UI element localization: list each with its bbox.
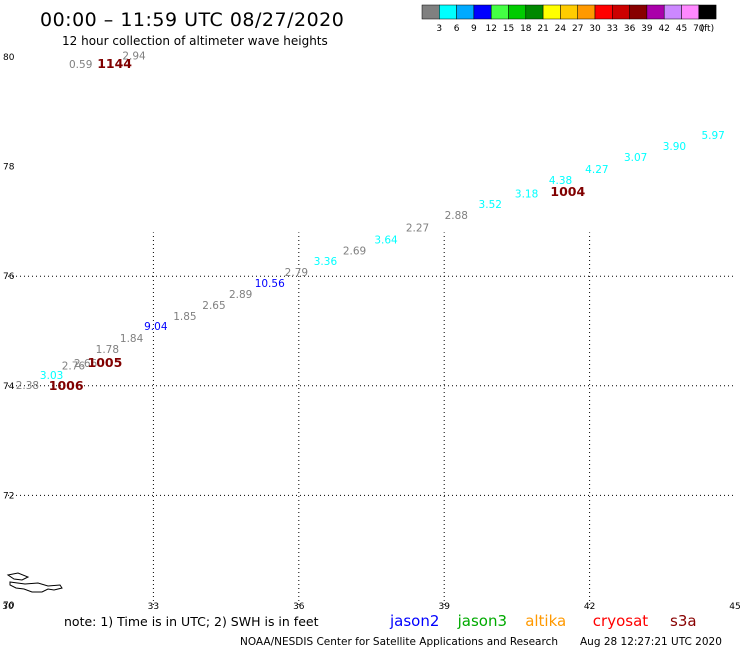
timestamp: Aug 28 12:27:21 UTC 2020: [580, 636, 722, 648]
page-title: 00:00 – 11:59 UTC 08/27/2020: [40, 9, 344, 31]
wave-height-label: 3.64: [374, 234, 398, 246]
legend-bin-label: 45: [676, 24, 687, 34]
pressure-label: 1144: [97, 56, 132, 71]
wave-height-label: 2.76: [62, 360, 86, 372]
latitude-tick: 74: [3, 382, 15, 392]
legend-swatch: [525, 4, 544, 20]
legend-bin-label: 12: [485, 24, 496, 34]
legend-bin-label: 27: [572, 24, 583, 34]
wave-height-label: 1.78: [96, 344, 119, 356]
wave-height-label: 2.79: [285, 267, 308, 279]
legend-swatch: [698, 4, 717, 20]
legend-bin-label: 21: [537, 24, 548, 34]
wave-height-label: 9.04: [144, 321, 168, 333]
wave-height-label: 4.38: [549, 175, 572, 187]
legend-swatch: [421, 4, 440, 20]
wave-height-label: 2.27: [406, 222, 429, 234]
footer-note: note: 1) Time is in UTC; 2) SWH is in fe…: [64, 614, 319, 629]
legend-bin-label: 24: [555, 24, 567, 34]
legend-bin-label: 6: [454, 24, 460, 34]
color-scale-legend: 3 6 9 12 15 18 21 24 27 30 33 36 39 42 45 70(ft): [421, 4, 717, 34]
latitude-tick: 76: [3, 272, 15, 282]
wave-height-label: 3.18: [515, 188, 538, 200]
longitude-tick: 42: [584, 602, 595, 612]
legend-swatch: [508, 4, 527, 20]
legend-swatch: [490, 4, 509, 20]
wave-height-label: 5.97: [701, 130, 724, 142]
latitude-tick: 78: [3, 163, 15, 173]
longitude-tick: 30: [2, 602, 14, 612]
legend-swatch: [594, 4, 613, 20]
map-grid: [8, 232, 735, 605]
wave-height-label: 2.65: [202, 300, 225, 312]
pressure-label: 1004: [550, 184, 585, 199]
legend-bin-label: 42: [658, 24, 669, 34]
longitude-tick: 45: [729, 602, 740, 612]
wave-height-label: 10.56: [255, 278, 285, 290]
legend-swatch: [612, 4, 630, 20]
longitude-tick: 36: [293, 602, 305, 612]
coastline-outline: [6, 572, 63, 593]
wave-height-label: 2.89: [229, 289, 252, 301]
legend-bin-label: 39: [641, 24, 653, 34]
wave-height-label: 3.03: [40, 370, 63, 382]
satellite-name: jason2: [389, 612, 439, 630]
credit-line: NOAA/NESDIS Center for Satellite Applica…: [240, 636, 558, 648]
legend-swatch: [663, 4, 682, 20]
legend-bin-label: 9: [471, 24, 477, 34]
wave-height-label: 2.94: [122, 51, 146, 63]
pressure-label: 1006: [49, 378, 84, 393]
latitude-tick: 70: [3, 601, 15, 611]
legend-bin-label: 15: [503, 24, 514, 34]
legend-swatch: [629, 4, 648, 20]
longitude-tick: 33: [148, 602, 159, 612]
legend-bin-label: 30: [589, 24, 601, 34]
wave-height-label: 2.66: [74, 358, 98, 370]
page-subtitle: 12 hour collection of altimeter wave hei…: [62, 34, 328, 48]
wave-height-label: 4.27: [585, 164, 608, 176]
wave-height-label: 1.84: [120, 333, 144, 345]
legend-swatch: [473, 4, 492, 20]
legend-swatch: [681, 4, 700, 20]
legend-swatch: [560, 4, 578, 20]
latitude-tick: 80: [3, 53, 15, 63]
longitude-tick: 39: [438, 602, 450, 612]
wave-height-label: 2.88: [445, 210, 468, 222]
legend-bin-label: 36: [624, 24, 636, 34]
satellite-name: cryosat: [593, 612, 648, 630]
legend-swatch: [439, 4, 457, 20]
legend-bin-label: 70: [693, 24, 705, 34]
wave-height-label: 3.52: [479, 199, 502, 211]
axis-ticks: 30 33 36 39 42 45 80 78 76 74 72 70: [2, 53, 740, 612]
pressure-labels: 1144 1005 1006 1004: [49, 56, 586, 393]
satellite-name: s3a: [670, 612, 697, 630]
latitude-tick: 72: [3, 491, 14, 501]
satellite-name: jason3: [457, 612, 507, 630]
wave-height-label: 2.38: [16, 380, 39, 392]
legend-bin-label: 33: [607, 24, 618, 34]
pressure-label: 1005: [88, 355, 123, 370]
legend-swatch: [577, 4, 596, 20]
wave-height-label: 0.59: [69, 59, 92, 71]
wave-height-label: 3.07: [624, 152, 647, 164]
legend-swatch: [542, 4, 561, 20]
wave-height-label: 2.69: [343, 245, 366, 257]
legend-swatch: [646, 4, 665, 20]
wave-height-label: 3.36: [314, 256, 338, 268]
satellite-legend: jason2 jason3 altika cryosat s3a: [389, 612, 697, 630]
legend-bin-label: 18: [520, 24, 532, 34]
legend-swatch: [456, 4, 475, 20]
wave-height-label: 1.85: [173, 311, 196, 323]
wave-height-labels: 0.59 2.94 2.383.032.762.66 1.781.849.04 1.85…: [16, 51, 725, 392]
legend-bin-label: 3: [436, 24, 442, 34]
legend-unit-label: (ft): [701, 24, 715, 34]
wave-height-label: 3.90: [663, 141, 686, 153]
satellite-name: altika: [525, 612, 566, 630]
